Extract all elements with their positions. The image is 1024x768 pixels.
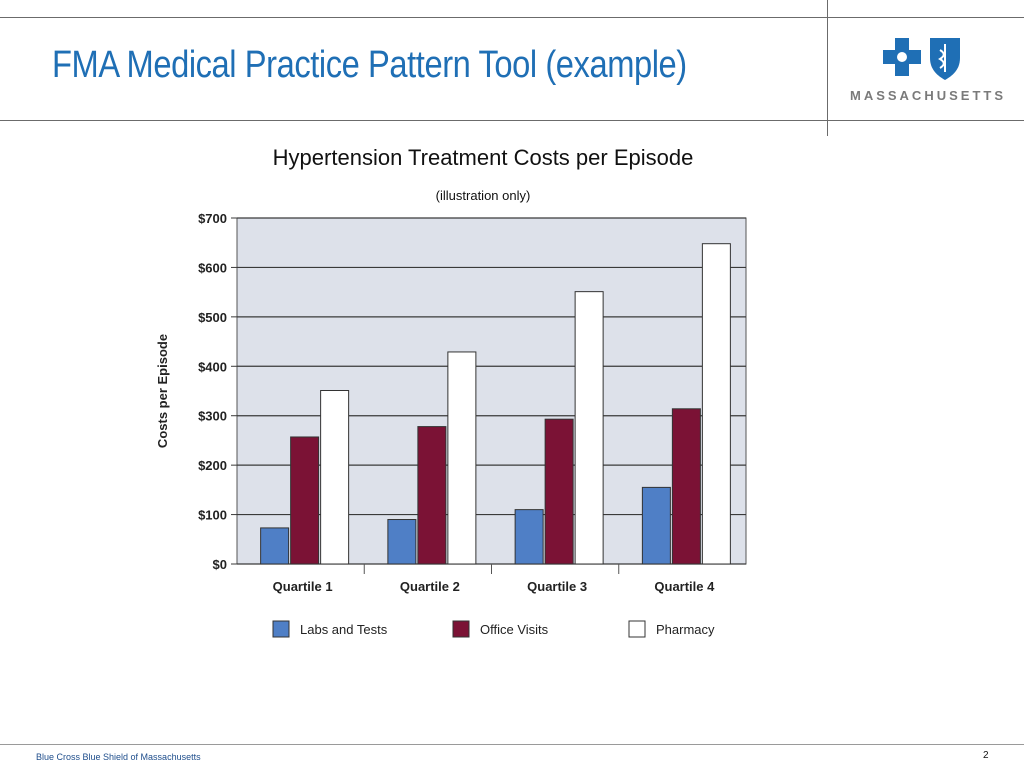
- y-tick-label: $100: [198, 508, 227, 523]
- y-tick-label: $700: [198, 211, 227, 226]
- legend-label: Pharmacy: [656, 622, 715, 637]
- bar-office-visits: [544, 418, 574, 565]
- legend-swatch: [272, 620, 290, 638]
- x-tick-label: Quartile 1: [273, 579, 333, 594]
- y-tick-label: $600: [198, 260, 227, 275]
- x-tick-label: Quartile 4: [654, 579, 715, 594]
- bar-labs-and-tests: [387, 519, 417, 565]
- page-number: 2: [983, 750, 989, 761]
- bar-pharmacy: [574, 291, 604, 565]
- bar-labs-and-tests: [514, 509, 544, 565]
- slide-title: FMA Medical Practice Pattern Tool (examp…: [52, 44, 687, 86]
- logo-wordmark: MASSACHUSETTS: [849, 88, 1006, 103]
- bar-office-visits: [671, 408, 701, 565]
- x-tick-label: Quartile 3: [527, 579, 587, 594]
- chart-subtitle: (illustration only): [435, 188, 531, 203]
- y-tick-label: $200: [198, 458, 227, 473]
- header-top-rule: [0, 17, 1024, 18]
- y-tick-label: $0: [213, 557, 227, 572]
- bcbs-logo: MASSACHUSETTS: [840, 30, 1020, 110]
- x-tick-label: Quartile 2: [400, 579, 460, 594]
- y-tick-label: $400: [198, 359, 227, 374]
- header-bottom-rule: [0, 120, 1024, 121]
- bar-office-visits: [290, 436, 320, 565]
- bar-pharmacy: [320, 390, 350, 565]
- y-tick-label: $500: [198, 310, 227, 325]
- bar-pharmacy: [701, 243, 731, 565]
- bar-chart: $0 $100 $200 $300 $400 $500 $600 $700 Costs per …: [155, 211, 747, 638]
- legend-label: Labs and Tests: [300, 622, 388, 637]
- bar-pharmacy: [447, 351, 477, 565]
- footer-text: Blue Cross Blue Shield of Massachusetts: [36, 752, 201, 762]
- legend-swatch: [452, 620, 470, 638]
- blue-shield-icon: [930, 38, 960, 80]
- bar-labs-and-tests: [260, 527, 290, 565]
- chart-title: Hypertension Treatment Costs per Episode: [272, 145, 694, 170]
- y-axis-label: Costs per Episode: [155, 334, 170, 448]
- bar-office-visits: [417, 426, 447, 565]
- blue-cross-icon: [883, 38, 921, 76]
- header-divider: [827, 0, 828, 136]
- footer-rule: [0, 744, 1024, 745]
- legend-swatch: [628, 620, 646, 638]
- legend-label: Office Visits: [480, 622, 549, 637]
- bar-labs-and-tests: [641, 486, 671, 565]
- y-tick-label: $300: [198, 409, 227, 424]
